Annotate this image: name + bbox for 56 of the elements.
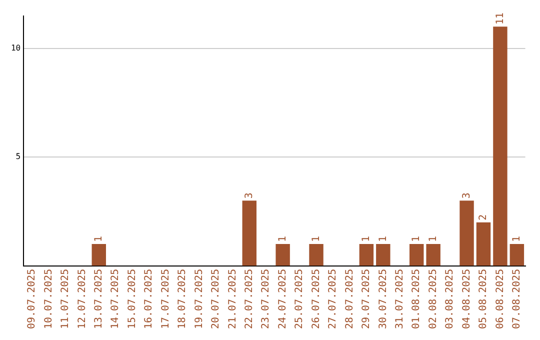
y-tick-label: 5 (16, 152, 21, 162)
x-tick-label: 17.07.2025 (160, 268, 172, 330)
bar (309, 244, 324, 266)
data-label: 3 (244, 192, 255, 199)
x-tick-label: 12.07.2025 (76, 268, 88, 330)
x-tick-label: 25.07.2025 (294, 268, 306, 330)
x-tick-label: 22.07.2025 (244, 268, 255, 330)
data-label: 3 (461, 192, 472, 199)
data-label: 1 (277, 236, 288, 242)
data-label: 1 (378, 236, 389, 242)
data-label: 11 (494, 12, 506, 25)
bar (359, 244, 374, 266)
x-tick-label: 01.08.2025 (411, 268, 422, 330)
x-tick-label: 28.07.2025 (344, 268, 356, 330)
x-tick-label: 29.07.2025 (361, 268, 372, 330)
bar (409, 244, 424, 266)
x-tick-label: 05.08.2025 (478, 268, 490, 330)
x-tick-label: 23.07.2025 (260, 268, 272, 330)
x-tick-label: 18.07.2025 (177, 268, 188, 330)
bar (476, 222, 491, 266)
x-tick-label: 26.07.2025 (310, 268, 322, 330)
x-tick-label: 06.08.2025 (494, 268, 506, 330)
data-label: 1 (361, 236, 372, 242)
bar (376, 244, 390, 266)
data-label: 1 (93, 236, 104, 242)
x-tick-label: 03.08.2025 (444, 268, 456, 330)
x-tick-label: 20.07.2025 (210, 268, 222, 330)
bar (242, 200, 256, 266)
data-label: 1 (512, 236, 523, 242)
x-tick-label: 09.07.2025 (26, 268, 38, 330)
bar (426, 244, 440, 266)
data-label: 2 (478, 214, 490, 220)
data-label: 1 (411, 236, 422, 242)
bar (276, 244, 290, 266)
x-tick-label: 19.07.2025 (194, 268, 205, 330)
bar (92, 244, 106, 266)
x-tick-label: 02.08.2025 (428, 268, 439, 330)
y-tick-label: 10 (10, 43, 21, 52)
x-tick-label: 24.07.2025 (277, 268, 288, 330)
data-label: 1 (428, 236, 439, 242)
x-tick-label: 30.07.2025 (378, 268, 389, 330)
x-tick-label: 31.07.2025 (394, 268, 406, 330)
x-tick-label: 04.08.2025 (461, 268, 472, 330)
x-tick-label: 14.07.2025 (110, 268, 122, 330)
x-tick-label: 27.07.2025 (328, 268, 339, 330)
data-label: 1 (310, 236, 322, 242)
x-tick-label: 13.07.2025 (93, 268, 104, 330)
x-tick-label: 21.07.2025 (227, 268, 238, 330)
bar (460, 200, 474, 266)
x-tick-label: 11.07.2025 (60, 268, 72, 330)
x-tick-label: 10.07.2025 (43, 268, 54, 330)
x-tick-label: 07.08.2025 (512, 268, 523, 330)
x-tick-label: 16.07.2025 (144, 268, 155, 330)
x-tick-label: 15.07.2025 (126, 268, 138, 330)
bar (493, 26, 508, 266)
bar (510, 244, 524, 266)
